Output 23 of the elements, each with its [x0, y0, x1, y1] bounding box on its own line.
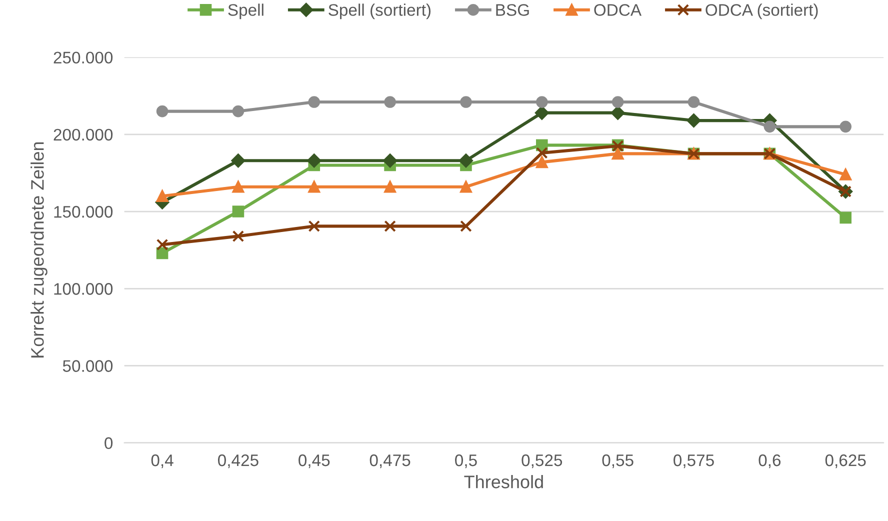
- legend-label: Spell: [228, 4, 264, 20]
- y-tick-label: 250.000: [54, 52, 113, 64]
- x-tick-label: 0,45: [298, 454, 330, 468]
- y-tick-label: 200.000: [54, 128, 113, 141]
- x-tick-label: 0,4: [151, 454, 174, 468]
- x-tick-label: 0,425: [218, 454, 258, 468]
- y-tick-label: 0: [104, 437, 113, 450]
- x-tick-label: 0,525: [522, 454, 562, 468]
- x-tick-label: 0,5: [455, 454, 477, 468]
- x-tick-label: 0,625: [825, 454, 866, 468]
- x-tick-label: 0,475: [370, 454, 410, 468]
- x-tick-label: 0,575: [674, 454, 714, 468]
- x-tick-label: 0,6: [758, 454, 781, 468]
- legend-label: ODCA: [594, 4, 642, 16]
- y-axis-title: Korrekt zugeordnete Zeilen: [30, 142, 48, 358]
- y-tick-label: 50.000: [62, 360, 113, 372]
- x-axis-title: Threshold: [464, 475, 543, 488]
- legend-label: BSG: [496, 4, 529, 16]
- legend-label: Spell (sortiert): [328, 4, 431, 20]
- legend-label: ODCA (sortiert): [706, 4, 818, 20]
- y-tick-label: 100.000: [54, 283, 113, 295]
- x-tick-label: 0,55: [602, 454, 634, 468]
- y-tick-label: 150.000: [54, 206, 113, 218]
